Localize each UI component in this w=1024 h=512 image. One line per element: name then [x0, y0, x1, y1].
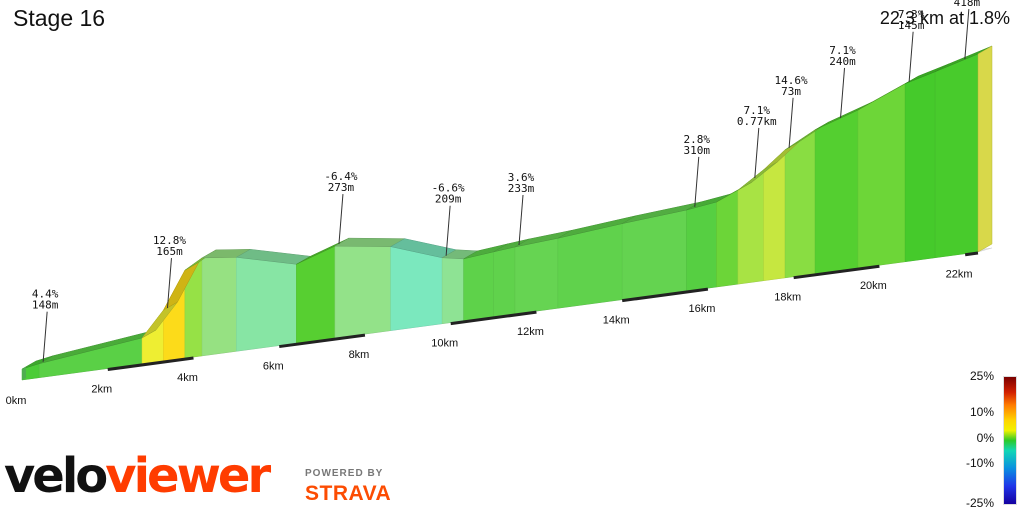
powered-by-label: POWERED BY: [305, 468, 384, 479]
profile-slice: [493, 246, 516, 318]
legend-label-max: 25%: [969, 369, 994, 383]
annotation-length: 310m: [684, 144, 711, 157]
annotation-length: 209m: [435, 193, 462, 206]
annotation-length: 240m: [829, 55, 856, 68]
profile-slice: [441, 257, 464, 325]
profile-slice: [236, 257, 297, 352]
annotation-grade: 3.6%: [508, 171, 535, 184]
annotation-grade: 4.4%: [32, 288, 59, 301]
profile-slice: [857, 83, 906, 269]
annotation-length: 418m: [954, 0, 981, 9]
profile-slice: [390, 246, 443, 331]
annotation-leader: [754, 127, 760, 178]
profile-start-cap: [22, 367, 26, 380]
x-tick-segment: [450, 310, 537, 326]
x-tick-segment: [279, 333, 366, 349]
profile-slice: [814, 109, 859, 275]
route-summary: 22.3 km at 1.8%: [879, 8, 1010, 28]
annotation-leader: [166, 258, 172, 309]
x-tick-label: 14km: [603, 315, 630, 327]
gradient-legend-bar: [1003, 376, 1017, 505]
x-tick-label: 16km: [688, 303, 715, 315]
profile-slice: [686, 201, 717, 292]
x-tick-label: 10km: [431, 338, 458, 350]
annotation-length: 233m: [508, 182, 535, 195]
annotation-length: 165m: [156, 245, 183, 258]
profile-slice: [514, 237, 559, 315]
annotation-leader: [338, 194, 344, 245]
veloviewer-logo: veloviewer: [4, 448, 271, 504]
strava-logo: STRAVA: [305, 482, 392, 505]
annotation-length: 0.77km: [737, 115, 777, 128]
annotation-grade: 7.1%: [744, 104, 771, 117]
annotation-length: 273m: [328, 181, 355, 194]
annotation-length: 145m: [898, 19, 925, 32]
profile-slice: [334, 245, 391, 339]
x-tick-label: 0km: [6, 395, 27, 407]
x-tick-label: 12km: [517, 326, 544, 338]
profile-slice: [201, 257, 237, 357]
annotation-length: 73m: [781, 85, 801, 98]
annotation-leader: [42, 311, 48, 362]
annotation-leader: [964, 9, 970, 60]
profile-slice: [621, 209, 687, 300]
powered-by-strava: POWERED BY STRAVA: [305, 468, 391, 506]
annotation-length: 148m: [32, 299, 59, 312]
annotation-grade: 14.6%: [775, 74, 808, 87]
annotation-grade: 7.3%: [898, 8, 925, 21]
x-tick-label: 4km: [177, 372, 198, 384]
x-tick-segment: [793, 264, 880, 280]
profile-slice: [716, 189, 739, 288]
x-tick-label: 8km: [349, 349, 370, 361]
x-tick-label: 6km: [263, 361, 284, 373]
annotation-leader: [788, 97, 794, 148]
profile-slice: [557, 223, 623, 309]
annotation-grade: 2.8%: [684, 133, 711, 146]
legend-label-10: 10%: [969, 405, 994, 419]
annotation-grade: -6.6%: [432, 182, 465, 195]
profile-slice: [904, 71, 936, 263]
x-tick-segment: [621, 287, 709, 303]
profile-end-cap: [977, 45, 993, 253]
x-tick-segment: [107, 356, 194, 372]
x-tick-segment: [964, 251, 979, 257]
legend-label-minus10: -10%: [965, 456, 994, 470]
x-tick-label: 2km: [91, 384, 112, 396]
page-title: Stage 16: [13, 5, 106, 31]
annotation-leader: [518, 194, 524, 246]
profile-slice: [784, 129, 816, 279]
annotation-leader: [840, 67, 846, 118]
legend-label-min: -25%: [965, 496, 994, 510]
annotation-leader: [445, 205, 451, 256]
profile-slices-layer: [21, 53, 979, 381]
x-ticks-layer: 0km 2km 4km 6km 8km 10km 12km 14km 16km 18km 20km 2…: [6, 251, 979, 407]
x-tick-label: 22km: [946, 269, 973, 281]
annotation-grade: -6.4%: [324, 170, 357, 183]
annotation-leader: [908, 31, 914, 82]
profile-slice: [463, 251, 494, 322]
legend-label-0: 0%: [976, 431, 994, 445]
annotation-grade: 7.1%: [829, 44, 856, 57]
profile-top-layer: [21, 45, 993, 380]
annotation-leader: [694, 156, 700, 207]
annotation-grade: 12.8%: [153, 234, 186, 247]
x-tick-label: 18km: [774, 292, 801, 304]
gradient-legend: 25% 10% 0% -10% -25%: [960, 369, 1024, 512]
profile-slice: [934, 53, 979, 259]
x-tick-label: 20km: [860, 280, 887, 292]
